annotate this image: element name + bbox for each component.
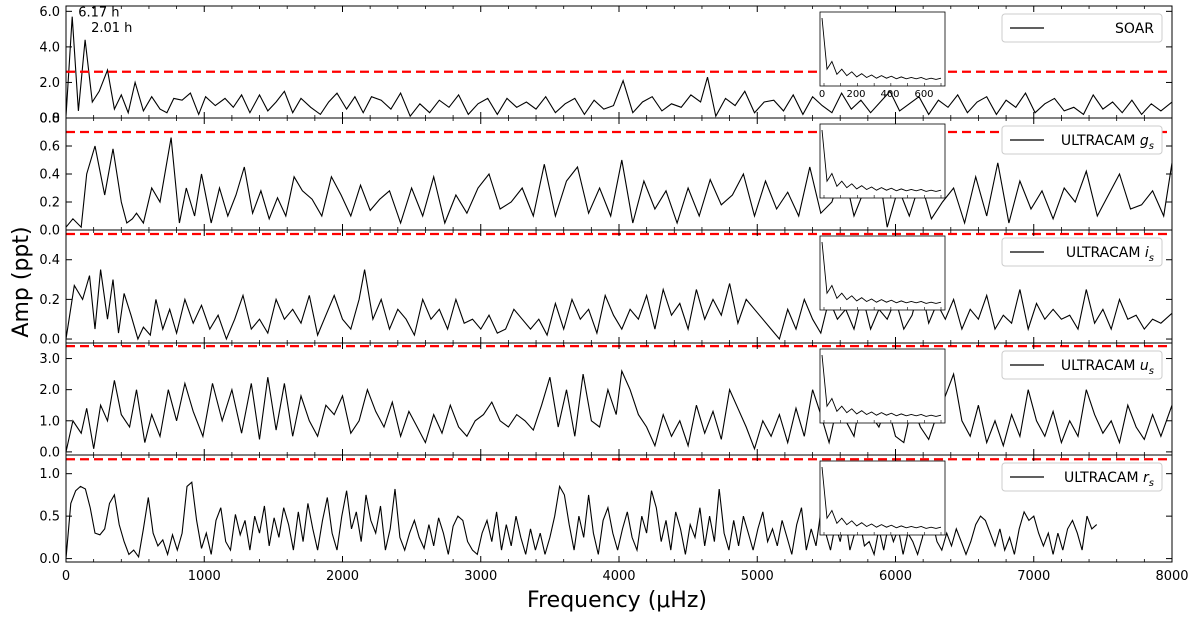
legend-box-0 [1001, 13, 1163, 43]
legend-label-2: ULTRACAM is [1066, 245, 1154, 264]
inset-box-4 [819, 460, 946, 536]
inset-line-0 [821, 17, 942, 80]
y-tick-label: 0.2 [39, 196, 60, 211]
x-tick-label: 2000 [326, 569, 359, 584]
x-tick-label: 7000 [1017, 569, 1050, 584]
legend-label-0: SOAR [1115, 21, 1154, 37]
legend-label-1: ULTRACAM gs [1061, 133, 1154, 152]
x-tick-label: 5000 [741, 569, 774, 584]
y-tick-label: 1.0 [39, 467, 60, 482]
x-tick-label: 8000 [1155, 569, 1188, 584]
x-axis-title: Frequency (μHz) [527, 588, 707, 613]
legend-label-4: ULTRACAM rs [1064, 470, 1154, 489]
y-tick-label: 0.4 [39, 168, 60, 183]
y-tick-label: 1.0 [39, 414, 60, 429]
inset-tick-label: 200 [846, 89, 865, 100]
y-tick-label: 0.4 [39, 253, 60, 268]
inset-box-0 [819, 11, 946, 87]
x-tick-label: 3000 [464, 569, 497, 584]
y-tick-label: 3.0 [39, 352, 60, 367]
y-tick-label: 4.0 [39, 40, 60, 55]
panel-1: 0.0 0.2 0.4 0.6 0.8 ULTRACAM gs [39, 112, 1173, 239]
inset-tick-label: 600 [914, 89, 933, 100]
panel-0: 0 200 400 600 0.0 2.0 4.0 6.0 SOAR 6.17 h2.01 h [39, 5, 1173, 127]
legend-label-3: ULTRACAM us [1061, 358, 1154, 377]
panel-2: 0.0 0.2 0.4 ULTRACAM is [39, 229, 1173, 348]
legend-box-3 [1001, 350, 1163, 380]
legend-box-1 [1001, 125, 1163, 155]
inset-line-3 [821, 354, 942, 417]
peak-annotation: 2.01 h [91, 21, 132, 36]
panels-layer: 0 200 400 600 0.0 2.0 4.0 6.0 SOAR 6.17 h2.01 h 0.… [39, 5, 1188, 584]
legend-box-4 [1001, 462, 1163, 492]
inset-box-2 [819, 235, 946, 311]
inset-tick-label: 400 [880, 89, 899, 100]
legend-box-2 [1001, 237, 1163, 267]
y-tick-label: 2.0 [39, 76, 60, 91]
y-axis-title: Amp (ppt) [9, 226, 34, 337]
series-line-1 [66, 137, 1172, 229]
panel-4: 0.0 0.5 1.0 ULTRACAM rs 0 1000 2000 3000 4000 500… [39, 454, 1189, 584]
y-tick-label: 0.5 [39, 510, 60, 525]
inset-tick-label: 0 [819, 89, 825, 100]
y-tick-label: 0.2 [39, 293, 60, 308]
inset-box-3 [819, 348, 946, 424]
y-tick-label: 0.0 [39, 112, 60, 127]
peak-annotation: 6.17 h [78, 5, 119, 20]
series-line-0 [66, 16, 1172, 118]
y-tick-label: 0.0 [39, 445, 60, 460]
y-tick-label: 0.0 [39, 333, 60, 348]
inset-line-1 [821, 129, 942, 192]
panel-3: 0.0 1.0 2.0 3.0 ULTRACAM us [39, 342, 1173, 460]
y-tick-label: 0.8 [39, 112, 60, 127]
series-line-3 [66, 368, 1172, 453]
y-tick-label: 0.0 [39, 224, 60, 239]
inset-box-1 [819, 123, 946, 199]
series-line-2 [66, 269, 1172, 341]
inset-line-4 [821, 466, 942, 529]
x-tick-label: 1000 [188, 569, 221, 584]
y-tick-label: 2.0 [39, 383, 60, 398]
y-tick-label: 6.0 [39, 5, 60, 20]
x-tick-label: 4000 [602, 569, 635, 584]
y-tick-label: 0.0 [39, 552, 60, 567]
x-tick-label: 0 [62, 569, 70, 584]
x-tick-label: 6000 [879, 569, 912, 584]
y-tick-label: 0.6 [39, 140, 60, 155]
inset-line-2 [821, 241, 942, 304]
